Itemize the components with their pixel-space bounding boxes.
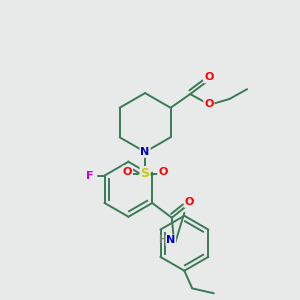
Text: F: F (86, 170, 94, 181)
Text: H: H (158, 235, 166, 245)
Text: O: O (158, 167, 167, 177)
Text: O: O (123, 167, 132, 177)
Text: N: N (140, 147, 150, 157)
Text: O: O (204, 99, 214, 109)
Text: N: N (166, 235, 176, 245)
Text: O: O (204, 72, 214, 82)
Text: S: S (141, 167, 150, 180)
Text: O: O (185, 197, 194, 207)
